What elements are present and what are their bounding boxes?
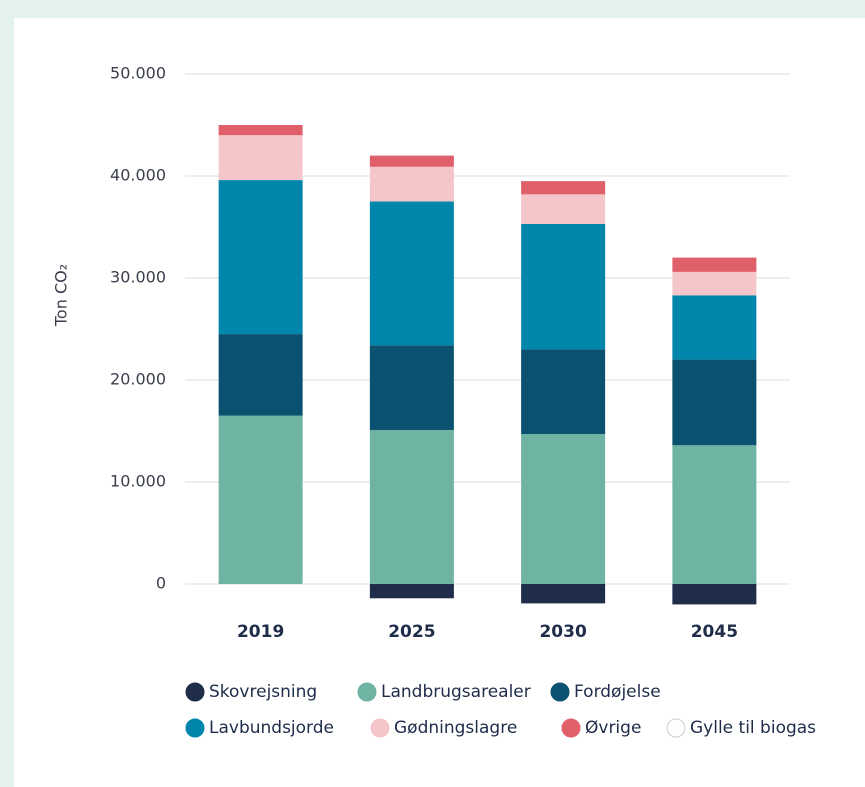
legend-label: Landbrugsarealer: [381, 682, 531, 702]
bar-segment: [521, 223, 606, 350]
bar-segment: [521, 434, 606, 584]
bar-segment: [218, 415, 303, 584]
bar-segment: [218, 334, 303, 416]
bar-segment: [369, 584, 454, 599]
y-tick-label: 40.000: [110, 166, 166, 185]
legend-swatch: [357, 682, 377, 702]
legend-swatch: [561, 718, 581, 738]
bar-segment: [672, 359, 757, 446]
y-axis-label: Ton CO₂: [52, 264, 71, 327]
bar-segment: [369, 155, 454, 167]
y-tick-label: 50.000: [110, 64, 166, 83]
y-tick-label: 0: [156, 574, 166, 593]
x-tick-label: 2030: [539, 622, 586, 642]
x-tick-label: 2019: [237, 622, 284, 642]
bar-segment: [672, 295, 757, 360]
bar-segment: [369, 345, 454, 430]
bar-segment: [369, 166, 454, 202]
bar-segment: [218, 180, 303, 335]
legend-label: Gødningslagre: [394, 718, 517, 738]
bar-segment: [218, 125, 303, 136]
bar-segment: [218, 135, 303, 181]
legend-label: Fordøjelse: [574, 682, 661, 702]
bar-segment: [369, 201, 454, 346]
bar-segment: [672, 445, 757, 584]
y-tick-label: 30.000: [110, 268, 166, 287]
legend-swatch: [666, 718, 686, 738]
bar-segment: [672, 271, 757, 296]
bar-segment: [672, 257, 757, 272]
legend-swatch: [550, 682, 570, 702]
bar-segment: [521, 349, 606, 435]
x-tick-label: 2025: [388, 622, 435, 642]
bar-segment: [521, 584, 606, 604]
legend-label: Skovrejsning: [209, 682, 317, 702]
legend-label: Gylle til biogas: [690, 718, 816, 738]
bar-segment: [672, 584, 757, 605]
legend-label: Øvrige: [585, 718, 641, 738]
bar-segment: [369, 429, 454, 584]
y-tick-label: 20.000: [110, 370, 166, 389]
legend-swatch: [185, 682, 205, 702]
legend-label: Lavbundsjorde: [209, 718, 334, 738]
x-tick-label: 2045: [691, 622, 738, 642]
bar-segment: [521, 181, 606, 195]
legend-swatch: [185, 718, 205, 738]
y-tick-label: 10.000: [110, 472, 166, 491]
legend-swatch: [370, 718, 390, 738]
bar-segment: [521, 194, 606, 224]
